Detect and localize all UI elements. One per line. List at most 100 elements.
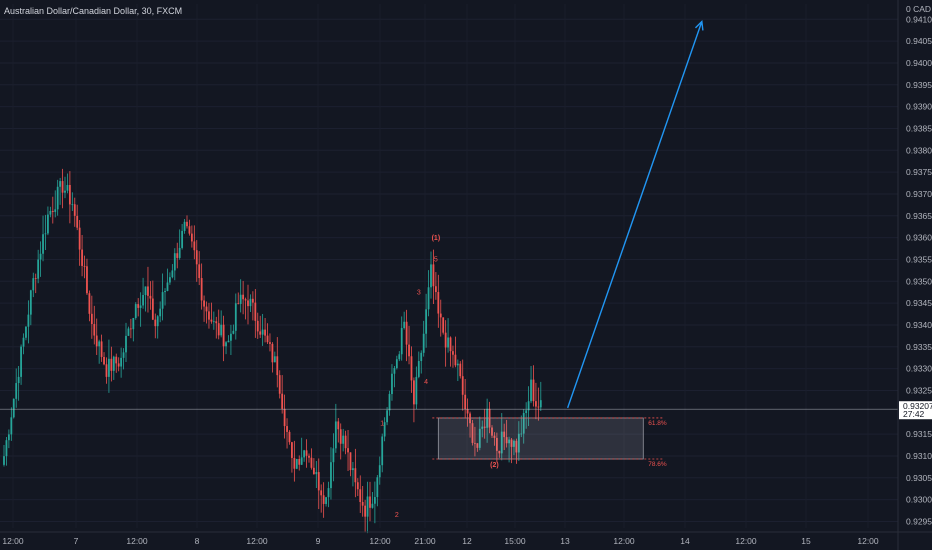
x-tick-label: 12:00 — [857, 536, 879, 546]
candle — [105, 357, 108, 384]
candle — [44, 214, 47, 251]
candle — [278, 370, 281, 399]
candle — [505, 419, 508, 448]
candle — [281, 375, 284, 414]
candle — [186, 215, 188, 229]
wave-label: 4 — [424, 379, 428, 386]
candle — [527, 386, 530, 426]
candle — [166, 268, 169, 292]
candle — [430, 251, 432, 299]
candle — [535, 382, 537, 420]
candle — [539, 381, 542, 411]
candle — [395, 355, 398, 370]
candle — [164, 288, 166, 306]
x-tick-label: 21:00 — [414, 536, 436, 546]
candle — [227, 335, 230, 343]
candle — [413, 377, 415, 423]
candle — [356, 478, 359, 497]
retracement-zone[interactable] — [437, 417, 644, 460]
candle — [442, 317, 445, 335]
projection-arrow[interactable] — [566, 21, 703, 409]
x-tick-label: 12:00 — [369, 536, 391, 546]
candle — [239, 279, 242, 313]
candle — [132, 317, 135, 342]
candle — [332, 433, 335, 482]
candle — [39, 241, 42, 277]
chart-title: Australian Dollar/Canadian Dollar, 30, F… — [4, 6, 182, 16]
candle — [449, 336, 452, 367]
candle — [312, 458, 315, 475]
candle — [232, 324, 235, 335]
candle — [376, 475, 379, 507]
candle — [522, 409, 525, 444]
candle — [181, 223, 184, 250]
candle — [110, 346, 113, 382]
x-tick-label: 12:00 — [735, 536, 757, 546]
candle — [483, 408, 486, 439]
candle — [400, 316, 403, 361]
candle — [364, 499, 367, 533]
candle — [237, 292, 240, 305]
candle — [142, 277, 144, 309]
candle — [393, 366, 396, 388]
candle — [27, 300, 30, 344]
candle — [383, 417, 386, 442]
candle — [295, 458, 298, 470]
candle — [217, 309, 220, 340]
fib-level-label: 78.6% — [648, 461, 667, 468]
candle — [517, 421, 520, 461]
candle — [137, 298, 140, 317]
candle — [161, 273, 164, 321]
candle — [222, 315, 225, 362]
candle — [525, 402, 528, 429]
candle — [415, 366, 418, 410]
candle — [10, 407, 13, 441]
x-tick-label: 15 — [801, 536, 811, 546]
candle — [210, 302, 213, 324]
candle — [508, 436, 510, 463]
candle — [491, 425, 493, 438]
candle — [391, 364, 393, 401]
candle — [498, 450, 501, 458]
time-axis[interactable]: 12:00 7 12:00 8 12:00 9 12:00 21:00 12 15:00 13 12:… — [0, 531, 932, 546]
candle — [34, 273, 37, 294]
wave-label: (2) — [490, 462, 499, 469]
candle — [381, 433, 384, 473]
candle — [159, 301, 162, 323]
candles — [3, 168, 542, 534]
candle — [537, 387, 540, 421]
candle — [71, 192, 74, 211]
candle — [54, 190, 57, 218]
candle — [7, 429, 10, 449]
candle — [139, 292, 142, 327]
candle — [359, 475, 362, 513]
candle — [315, 460, 318, 489]
candle — [427, 270, 430, 317]
candle — [29, 289, 32, 326]
candle — [68, 171, 71, 224]
candle — [495, 432, 498, 463]
candle — [98, 339, 101, 364]
candle — [354, 448, 357, 498]
candle — [176, 242, 179, 269]
candle — [42, 215, 44, 262]
candle — [432, 249, 435, 305]
candle — [515, 438, 518, 464]
candle — [5, 436, 8, 466]
candle — [244, 297, 247, 320]
candle — [273, 351, 276, 363]
candle — [439, 299, 442, 337]
candle — [320, 484, 323, 513]
